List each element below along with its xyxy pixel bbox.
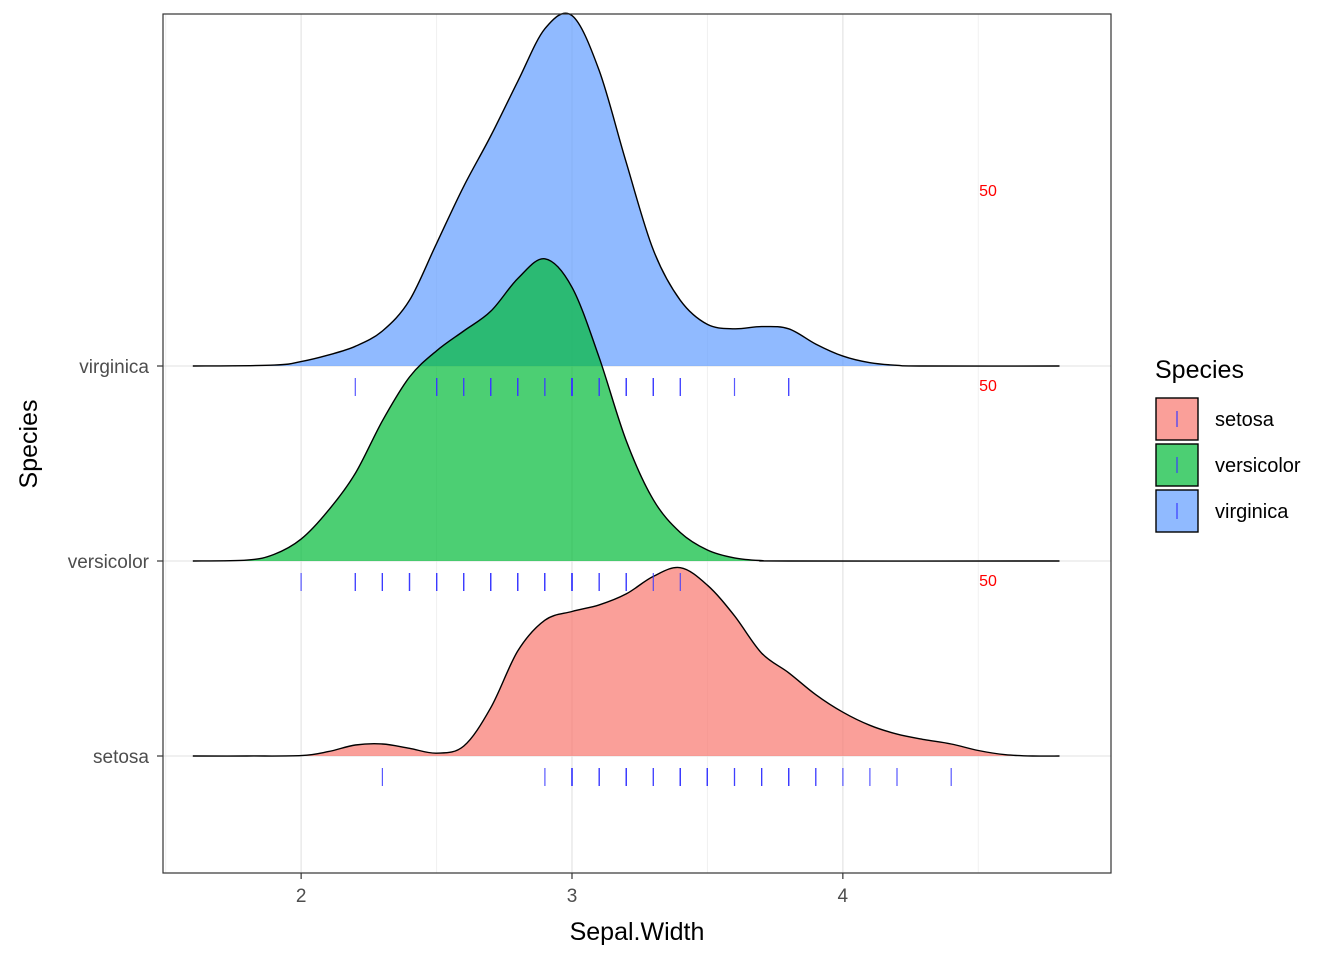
- count-labels: 50 50 50: [979, 183, 997, 590]
- x-axis: 2 3 4: [296, 873, 849, 907]
- ridge-virginica: [192, 12, 1060, 367]
- legend-item-versicolor: versicolor: [1155, 443, 1301, 487]
- rug-setosa: [381, 768, 952, 786]
- ridge-fill-versicolor: [192, 258, 1060, 562]
- y-tick-label: setosa: [93, 747, 149, 768]
- legend: Species setosa versicolor virginica: [1155, 356, 1301, 533]
- rug-versicolor: [300, 573, 681, 591]
- count-label-virginica: 50: [979, 183, 997, 200]
- ridge-fill-setosa: [192, 567, 1060, 757]
- x-tick-label: 3: [567, 886, 578, 907]
- legend-item-setosa: setosa: [1155, 397, 1275, 441]
- legend-label-setosa: setosa: [1215, 409, 1275, 431]
- legend-key-versicolor: [1155, 443, 1199, 487]
- x-tick-label: 2: [296, 886, 307, 907]
- count-label-versicolor: 50: [979, 378, 997, 395]
- y-tick-label: virginica: [79, 357, 149, 378]
- rug-virginica: [354, 378, 790, 396]
- legend-item-virginica: virginica: [1155, 489, 1289, 533]
- y-tick-label: versicolor: [68, 552, 150, 573]
- y-axis: setosa versicolor virginica: [68, 357, 163, 768]
- plot-border: [162, 13, 1112, 874]
- ridge-outline-virginica: [192, 12, 1060, 367]
- ridge-versicolor: [192, 258, 1060, 562]
- y-axis-title: Species: [15, 400, 43, 489]
- x-tick-label: 4: [838, 886, 849, 907]
- x-axis-title: Sepal.Width: [570, 918, 705, 946]
- legend-label-versicolor: versicolor: [1215, 455, 1301, 477]
- rug-marks: [300, 378, 952, 786]
- count-label-setosa: 50: [979, 573, 997, 590]
- ridge-fill-virginica: [192, 13, 1060, 367]
- ridge-outline-versicolor: [192, 258, 1060, 562]
- legend-label-virginica: virginica: [1215, 501, 1289, 523]
- legend-title: Species: [1155, 356, 1244, 384]
